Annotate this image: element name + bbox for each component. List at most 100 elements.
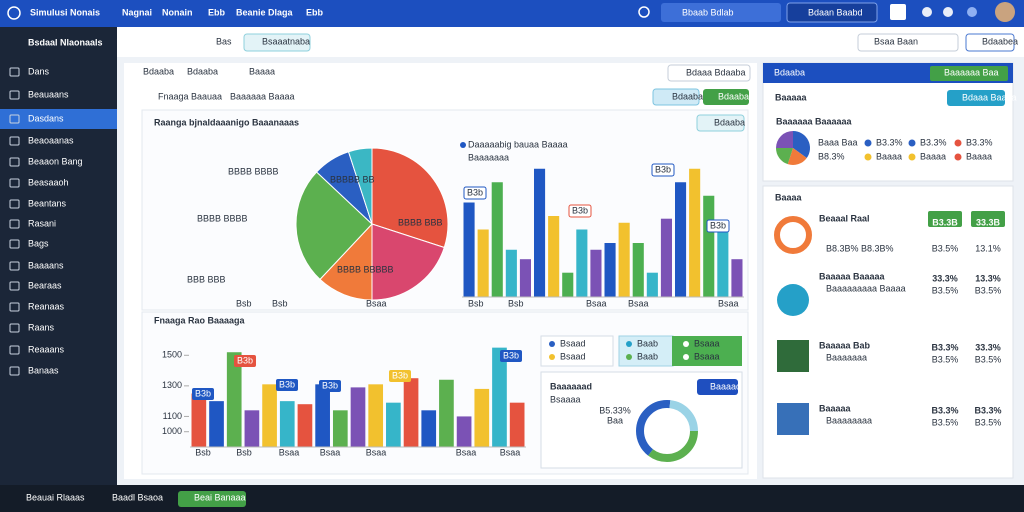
pie-slice: [295, 171, 373, 281]
row-sub-value: B3.5%: [932, 354, 959, 364]
app-icon[interactable]: [890, 4, 906, 20]
legend-dot: [954, 153, 962, 161]
panel-button[interactable]: [696, 114, 745, 132]
legend-dot: [683, 354, 689, 360]
row-sub: Baaaaaaaaa Baaaa: [826, 283, 906, 293]
row-value: 33.3B: [976, 217, 1001, 227]
x-tick-label: Bsaa: [366, 447, 387, 457]
alert-icon[interactable]: [943, 7, 953, 17]
bar: [191, 393, 207, 447]
x-tick-label: Bsb: [468, 298, 484, 308]
row-value: B3.3B: [932, 217, 958, 227]
bar: [548, 216, 560, 297]
right-header: Bdaaba: [774, 67, 805, 77]
pie-slice: [347, 147, 373, 225]
callout-text: B3b: [503, 350, 519, 360]
callout-text: B3b: [467, 187, 483, 197]
action-button[interactable]: [703, 89, 749, 105]
callout: [276, 379, 298, 391]
sidebar-item: Rasani: [28, 218, 56, 228]
donut-button[interactable]: [697, 379, 738, 395]
legend-text: B3.3%: [966, 137, 993, 147]
search-text: Bbaab Bdlab: [682, 7, 734, 17]
pie-annotation: BBBB BBBB: [228, 166, 279, 176]
x-tick-label: Bsaa: [628, 298, 649, 308]
callout: [463, 186, 487, 200]
row-sub: Baaaaaaaa: [826, 415, 872, 425]
legend-text: Baaaaaaa: [468, 152, 509, 162]
legend-dot: [626, 354, 632, 360]
settings-icon[interactable]: [967, 7, 977, 17]
sidebar-icon: [9, 136, 20, 146]
bar: [297, 404, 313, 447]
sidebar-item: Banaas: [28, 365, 59, 375]
donut-ring: [636, 400, 698, 462]
bar: [646, 272, 658, 297]
bar: [519, 259, 531, 297]
toolbar-button[interactable]: [965, 33, 1015, 52]
callout: [234, 355, 256, 367]
right-select-text: Baaaaaa Baa: [944, 67, 999, 77]
action-button[interactable]: [652, 88, 700, 106]
sidebar-item: Bearaas: [28, 280, 62, 290]
right-button[interactable]: [947, 90, 1005, 106]
toolbar-chip[interactable]: [243, 33, 311, 52]
pie-slice: [371, 223, 445, 301]
donut-center: B5.33%: [599, 405, 631, 415]
status-item: Baadl Bsaoa: [112, 492, 163, 502]
bar: [675, 182, 687, 297]
callout-text: B3b: [279, 379, 295, 389]
callout: [706, 219, 730, 233]
search-icon[interactable]: [638, 6, 650, 18]
breadcrumb: Baaaaaa Baaaa: [230, 91, 295, 101]
right-select[interactable]: [930, 66, 1008, 81]
callout-text: B3b: [322, 380, 338, 390]
bar: [244, 410, 260, 447]
menu-item: Nonain: [162, 7, 193, 17]
pie-annotation: BBBB BBBB: [197, 213, 248, 223]
bar: [386, 402, 401, 447]
legend-text: Bsaaa: [694, 351, 720, 361]
bar: [350, 387, 366, 447]
bottom-button[interactable]: [178, 491, 246, 507]
callout: [389, 370, 411, 382]
panel-button-text: Bdaaba: [714, 117, 745, 127]
tab: Bdaaba: [143, 66, 174, 76]
row-title: Baaaaa Bab: [819, 340, 871, 350]
bar: [332, 410, 348, 447]
value-chip: [971, 211, 1005, 227]
sidebar-icon: [9, 323, 20, 333]
filter-box[interactable]: [667, 64, 751, 82]
status-item: Beauai Rlaaas: [26, 492, 85, 502]
toolbar-search[interactable]: [857, 33, 959, 52]
sidebar-item: Raans: [28, 322, 55, 332]
legend-dot: [954, 139, 962, 147]
right-button-text: Bdaaa Baaaa: [962, 92, 1017, 102]
row-image: [777, 403, 809, 435]
x-tick-label: Bsaa: [500, 447, 521, 457]
bar: [509, 402, 525, 447]
callout-text: B3b: [572, 205, 588, 215]
donut-ring: [636, 400, 698, 462]
callout-text: B3b: [237, 355, 253, 365]
legend-dot: [864, 153, 872, 161]
row-sub-value: 13.1%: [975, 243, 1001, 253]
row-sub-value: B3.5%: [975, 354, 1002, 364]
value-chip: [928, 211, 962, 227]
tab: Bdaaba: [187, 66, 218, 76]
bar: [604, 243, 616, 297]
sidebar-icon: [9, 281, 20, 291]
callout-text: B3b: [655, 164, 671, 174]
avatar[interactable]: [995, 2, 1015, 22]
top-button[interactable]: [786, 2, 878, 23]
row-sub: Baaaaaaa: [826, 352, 867, 362]
action-text: Bdaaba: [718, 91, 749, 101]
notification-icon[interactable]: [922, 7, 932, 17]
menu-item: Ebb: [208, 7, 226, 17]
chart-title: Raanga bjnaldaaanigo Baaanaaas: [154, 117, 299, 127]
pie-annotation: BBB BBB: [187, 274, 226, 284]
menu-item: Ebb: [306, 7, 324, 17]
row-value: 33.3%: [975, 342, 1001, 352]
search-box[interactable]: [661, 3, 781, 22]
